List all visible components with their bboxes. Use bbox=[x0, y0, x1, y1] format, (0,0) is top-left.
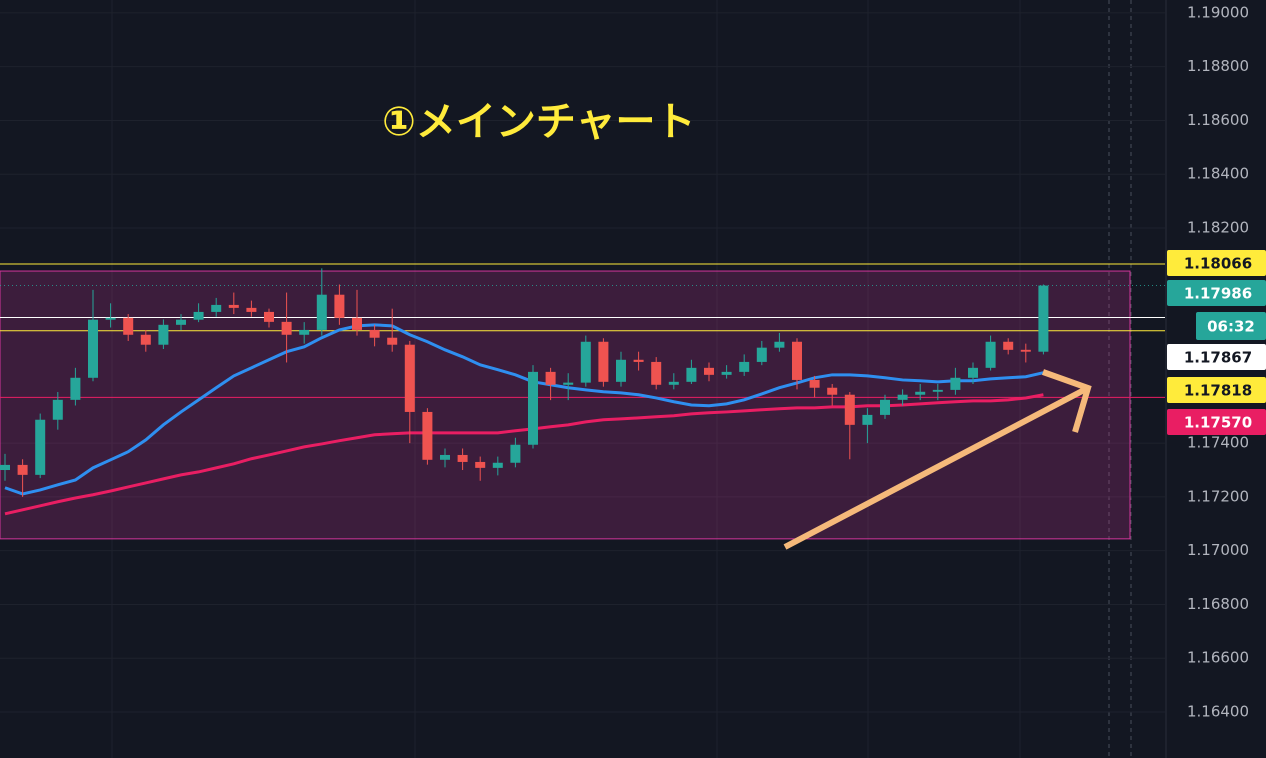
price-tag-label: 1.17867 bbox=[1184, 349, 1252, 367]
candle-body bbox=[545, 371, 556, 385]
candle-body bbox=[105, 317, 116, 320]
candle-body bbox=[686, 367, 697, 382]
candle-body bbox=[281, 321, 292, 335]
y-tick-label: 1.18200 bbox=[1187, 219, 1249, 237]
candle-body bbox=[211, 304, 222, 312]
candle-body bbox=[827, 387, 838, 395]
candle-body bbox=[492, 462, 503, 468]
price-tag-label: 1.18066 bbox=[1184, 255, 1252, 273]
candle-body bbox=[792, 341, 802, 380]
price-tag bbox=[1167, 280, 1266, 306]
candle-body bbox=[1020, 349, 1031, 352]
candle-body bbox=[352, 317, 362, 330]
candle-body bbox=[123, 317, 134, 335]
candle-body bbox=[739, 361, 750, 372]
price-axis: 1.19000 1.18800 1.18600 1.18400 1.18200 1.174… bbox=[1167, 3, 1266, 721]
y-tick-label: 1.16400 bbox=[1187, 703, 1249, 721]
candle-body bbox=[158, 324, 169, 345]
candle-body bbox=[651, 361, 662, 385]
candle-body bbox=[176, 319, 186, 325]
candle-body bbox=[387, 337, 398, 345]
y-tick-label: 1.17200 bbox=[1187, 487, 1249, 505]
y-tick-label: 1.18600 bbox=[1187, 111, 1249, 129]
chart-title: ①メインチャート bbox=[382, 99, 695, 145]
candle-body bbox=[422, 411, 433, 460]
candle-body bbox=[633, 359, 644, 362]
candle-body bbox=[299, 329, 310, 335]
candle-body bbox=[756, 347, 767, 362]
y-tick-label: 1.16800 bbox=[1187, 595, 1249, 613]
candle-body bbox=[70, 377, 81, 400]
moving-average bbox=[4, 323, 1044, 496]
price-tag bbox=[1167, 409, 1266, 435]
candle-body bbox=[1038, 285, 1049, 352]
price-tag bbox=[1167, 377, 1266, 403]
candle-body bbox=[457, 454, 468, 462]
candle-body bbox=[475, 461, 486, 468]
price-tag-label: 1.17570 bbox=[1184, 414, 1252, 432]
candle-body bbox=[950, 377, 961, 390]
candle-body bbox=[704, 367, 714, 375]
candle-body bbox=[35, 419, 46, 475]
plot bbox=[0, 12, 1165, 713]
candle-body bbox=[264, 311, 274, 322]
candle-body bbox=[809, 379, 820, 388]
price-tag bbox=[1167, 344, 1266, 370]
range-zone bbox=[0, 270, 1131, 540]
price-tag-label: 1.17818 bbox=[1184, 382, 1252, 400]
candle-body bbox=[17, 464, 28, 475]
candle-body bbox=[774, 341, 785, 348]
candle-body bbox=[140, 334, 151, 345]
candle-body bbox=[510, 444, 521, 463]
candle-body bbox=[668, 381, 679, 385]
candle-body bbox=[52, 399, 63, 420]
y-tick-label: 1.18400 bbox=[1187, 165, 1249, 183]
candle-body bbox=[862, 414, 873, 425]
trend-arrow bbox=[783, 369, 1092, 550]
countdown-tag bbox=[1196, 312, 1266, 340]
candle-body bbox=[316, 294, 327, 330]
price-tag bbox=[1167, 250, 1266, 276]
candle-body bbox=[580, 341, 591, 383]
candle-body bbox=[0, 464, 10, 471]
candle-body bbox=[88, 319, 98, 378]
candle-body bbox=[880, 399, 890, 415]
session-lines bbox=[1108, 0, 1132, 758]
candle-body bbox=[844, 394, 855, 425]
vertical-grid bbox=[111, 0, 1021, 758]
candle-body bbox=[228, 304, 239, 308]
candle-body bbox=[528, 371, 538, 445]
candle-body bbox=[897, 394, 908, 400]
candle-body bbox=[369, 329, 380, 338]
countdown-label: 06:32 bbox=[1207, 318, 1255, 336]
candle-body bbox=[616, 359, 626, 382]
candle-body bbox=[721, 371, 732, 375]
candle-body bbox=[563, 382, 574, 385]
candle-body bbox=[440, 454, 450, 460]
candle-body bbox=[246, 307, 257, 312]
candle-body bbox=[334, 294, 345, 318]
candle-body bbox=[915, 391, 926, 395]
candle-body bbox=[1003, 341, 1014, 350]
candle-body bbox=[598, 341, 609, 382]
y-tick-label: 1.18800 bbox=[1187, 57, 1249, 75]
candle-body bbox=[968, 367, 978, 378]
candle-body bbox=[932, 389, 943, 392]
candle-body bbox=[404, 344, 415, 412]
candle-body bbox=[985, 341, 996, 368]
moving-average bbox=[4, 393, 1044, 516]
y-tick-label: 1.16600 bbox=[1187, 649, 1249, 667]
y-tick-label: 1.17000 bbox=[1187, 541, 1249, 559]
candle-body bbox=[193, 311, 204, 320]
y-tick-label: 1.19000 bbox=[1187, 3, 1249, 21]
price-tag-label: 1.17986 bbox=[1184, 285, 1252, 303]
y-tick-label: 1.17400 bbox=[1187, 434, 1249, 452]
